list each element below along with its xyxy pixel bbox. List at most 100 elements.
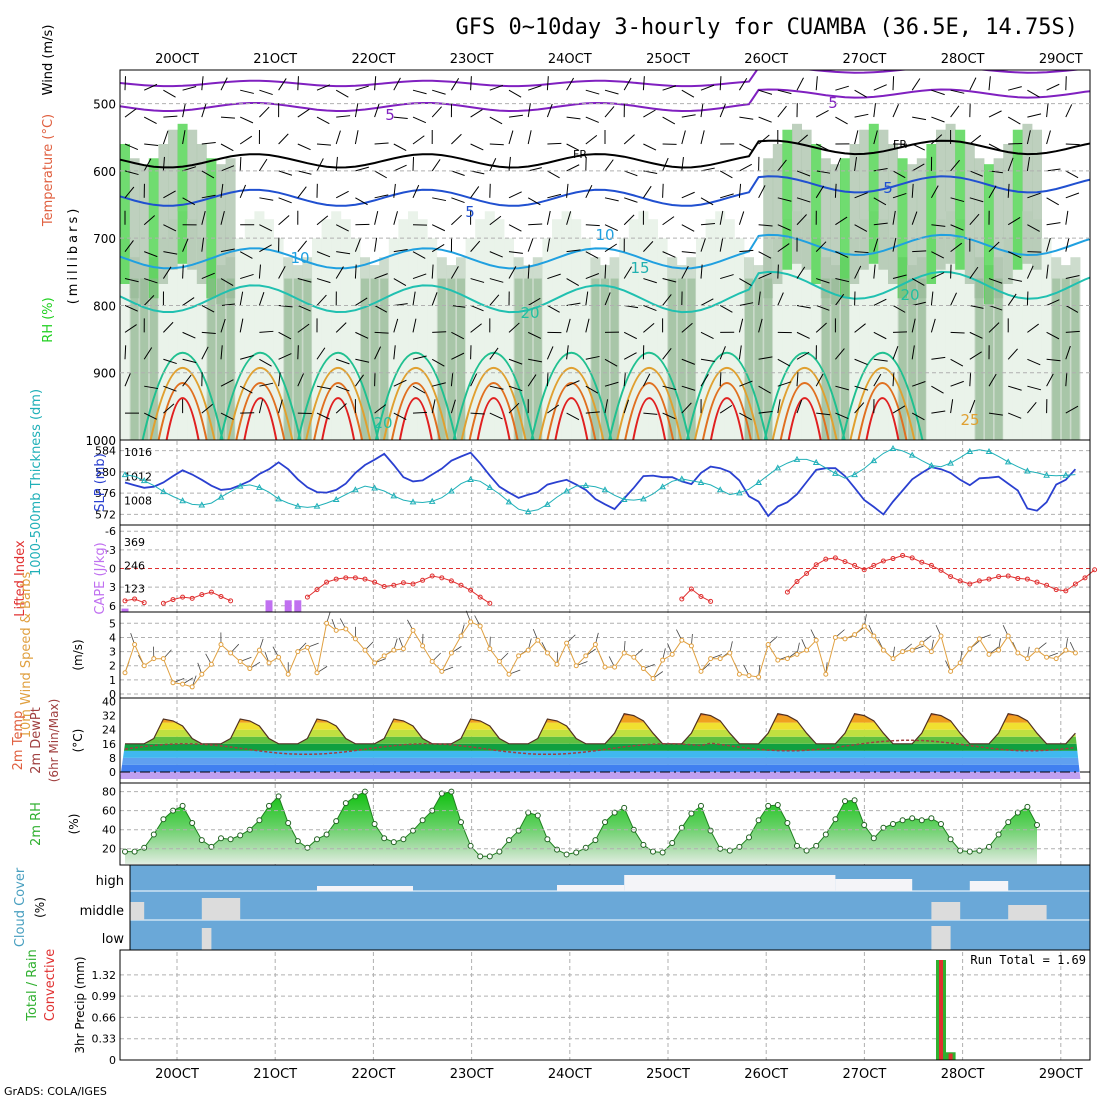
wind-barb	[1007, 251, 1022, 259]
wind-barb	[777, 292, 784, 306]
wind-speed-point	[660, 657, 666, 663]
wind-barb	[969, 266, 979, 279]
temperature-contour	[120, 175, 1090, 207]
wind-barb	[623, 77, 632, 91]
li-axis-label: Lifted Index	[13, 540, 28, 617]
wind-barb	[258, 158, 268, 172]
rh-point	[496, 848, 503, 855]
rh-point	[314, 836, 320, 843]
rh-shade-cell	[830, 164, 841, 305]
rh-shade-cell	[1052, 278, 1061, 440]
wind-barb	[681, 156, 684, 171]
temperature-contour	[120, 270, 1090, 314]
rh-shade-cell	[888, 144, 898, 284]
wind-barb	[623, 399, 630, 414]
slp-point	[332, 495, 340, 502]
wind-barb	[259, 382, 274, 387]
wind-barb	[374, 237, 378, 252]
rh-point	[266, 802, 272, 809]
wind-barb	[1065, 143, 1080, 146]
wind-barb	[623, 214, 635, 226]
wind-speed-point	[708, 656, 714, 662]
wind-barb	[547, 305, 560, 313]
rh-point	[160, 816, 167, 823]
wind-barb	[892, 237, 897, 252]
slp-point	[428, 497, 436, 504]
wind-barb	[527, 264, 530, 279]
wind-barb	[1065, 405, 1079, 414]
wind-barb	[950, 89, 965, 94]
wind-barb	[546, 76, 549, 91]
slp-point	[697, 478, 705, 485]
date-label-top: 22OCT	[352, 52, 396, 67]
wind-barb	[1065, 170, 1079, 179]
wind-speed-point	[199, 671, 205, 677]
wind-barb	[873, 358, 888, 362]
slp-point	[486, 483, 494, 490]
wind-barb	[681, 224, 695, 232]
rh-point	[947, 836, 954, 843]
wind-speed-point	[688, 643, 694, 649]
wind-barb	[1027, 251, 1042, 253]
temp-band	[120, 702, 1090, 709]
wind-barb	[240, 273, 254, 280]
rh-shade-cell	[465, 238, 476, 440]
wind-barb	[777, 264, 779, 279]
wind-barb	[527, 197, 541, 206]
wind-barb	[854, 265, 862, 279]
wind-barb	[297, 304, 311, 312]
wind-barb	[1046, 373, 1054, 387]
wind-barb	[566, 77, 575, 91]
rh-point	[976, 847, 983, 854]
wind-barb	[643, 322, 655, 333]
wind-barb	[393, 183, 396, 198]
wind-barb	[163, 89, 176, 98]
cape-bar	[284, 600, 292, 612]
temp-band	[120, 771, 1081, 779]
wind-barb	[892, 210, 896, 225]
slp-point	[448, 487, 455, 494]
wind-barb	[642, 185, 652, 199]
wind-barb	[662, 278, 677, 283]
rh-point	[851, 797, 858, 804]
wind-barb	[662, 251, 676, 258]
slp-point	[985, 448, 993, 455]
rh-shade-cell	[668, 278, 677, 440]
wind-barb	[700, 264, 703, 279]
wind-speed-point	[1034, 647, 1040, 653]
wind-tick-label: 0	[109, 688, 116, 701]
wind-barb	[470, 143, 484, 151]
rh-point	[986, 843, 992, 850]
slp-point	[1024, 467, 1031, 474]
wind-barb	[278, 353, 292, 360]
wind-speed-point	[592, 642, 598, 648]
wind-speed-point	[640, 666, 646, 672]
wind-barb	[892, 104, 900, 118]
wind-barb	[1046, 331, 1060, 340]
wind-barb	[1008, 142, 1023, 145]
wind-barb	[604, 399, 609, 414]
rh-shade-cell	[196, 144, 207, 284]
rh-shade-cell	[1041, 238, 1052, 440]
date-label-bottom: 25OCT	[646, 1067, 690, 1082]
rh-point	[640, 841, 647, 848]
rh-shade-cell	[994, 278, 1003, 440]
temp-axis-label: 2m Temp	[11, 711, 26, 771]
wind-barb	[316, 412, 330, 420]
wind-speed-point	[871, 633, 877, 639]
wind-barb	[259, 330, 274, 333]
wind-barb	[912, 381, 926, 387]
wind-barb	[182, 374, 192, 387]
wind-speed-point	[352, 636, 358, 642]
wind-speed-point	[237, 658, 243, 664]
date-label-top: 24OCT	[548, 52, 592, 67]
lifted-index-point	[141, 600, 147, 606]
date-label-bottom: 24OCT	[548, 1067, 592, 1082]
lifted-index-point	[928, 562, 934, 568]
warm-dome-contour	[374, 352, 457, 440]
wind-barb	[546, 103, 553, 118]
date-label-top: 28OCT	[941, 52, 985, 67]
wind-barb	[201, 331, 216, 335]
wind-barb	[354, 130, 359, 145]
rh-point	[458, 819, 464, 826]
